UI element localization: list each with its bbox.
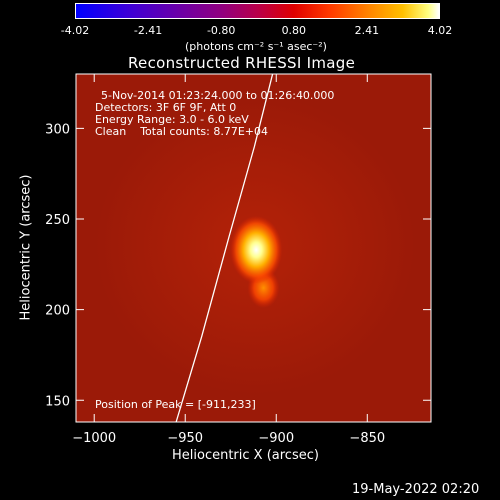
y-axis-label: Heliocentric Y (arcsec)	[18, 174, 34, 321]
x-axis-ticks: −1000 −950 −900 −850	[72, 74, 385, 446]
colorbar-tick-label: 2.41	[354, 24, 380, 37]
footer-date: 19-May-2022 02:20	[352, 482, 480, 497]
y-tick-label: 200	[45, 304, 70, 319]
plot-frame	[75, 73, 432, 423]
colorbar-tick-label: -0.80	[206, 24, 236, 37]
annotation-time: 5-Nov-2014 01:23:24.000 to 01:26:40.000	[101, 89, 335, 102]
peak-source	[230, 215, 283, 284]
annotation-energy: Energy Range: 3.0 - 6.0 keV	[95, 113, 249, 126]
annotation-detectors: Detectors: 3F 6F 9F, Att 0	[95, 101, 237, 114]
colorbar-tick-label: 0.80	[281, 24, 307, 37]
colorbar-tick-label: 4.02	[427, 24, 453, 37]
colorbar-tick-label: -2.41	[133, 24, 163, 37]
colorbar	[75, 3, 440, 19]
solar-limb	[175, 74, 274, 422]
colorbar-tick-label: -4.02	[60, 24, 90, 37]
x-tick-label: −850	[349, 431, 385, 446]
y-tick-label: 250	[45, 213, 70, 228]
y-tick-label: 150	[45, 394, 70, 409]
annotation-clean: Clean Total counts: 8.77E+04	[95, 125, 269, 138]
chart-title: Reconstructed RHESSI Image	[128, 54, 356, 72]
colorbar-units: (photons cm⁻² s⁻¹ asec⁻²)	[185, 40, 327, 53]
plot-svg: −1000 −950 −900 −850 150 200 250 300	[45, 73, 432, 446]
x-tick-label: −950	[167, 431, 203, 446]
y-axis-ticks: 150 200 250 300	[45, 122, 431, 409]
x-tick-label: −1000	[72, 431, 116, 446]
y-tick-label: 300	[45, 122, 70, 137]
annotation-peak: Position of Peak = [-911,233]	[95, 398, 256, 411]
x-tick-label: −900	[258, 431, 294, 446]
x-axis-label: Heliocentric X (arcsec)	[172, 448, 319, 463]
